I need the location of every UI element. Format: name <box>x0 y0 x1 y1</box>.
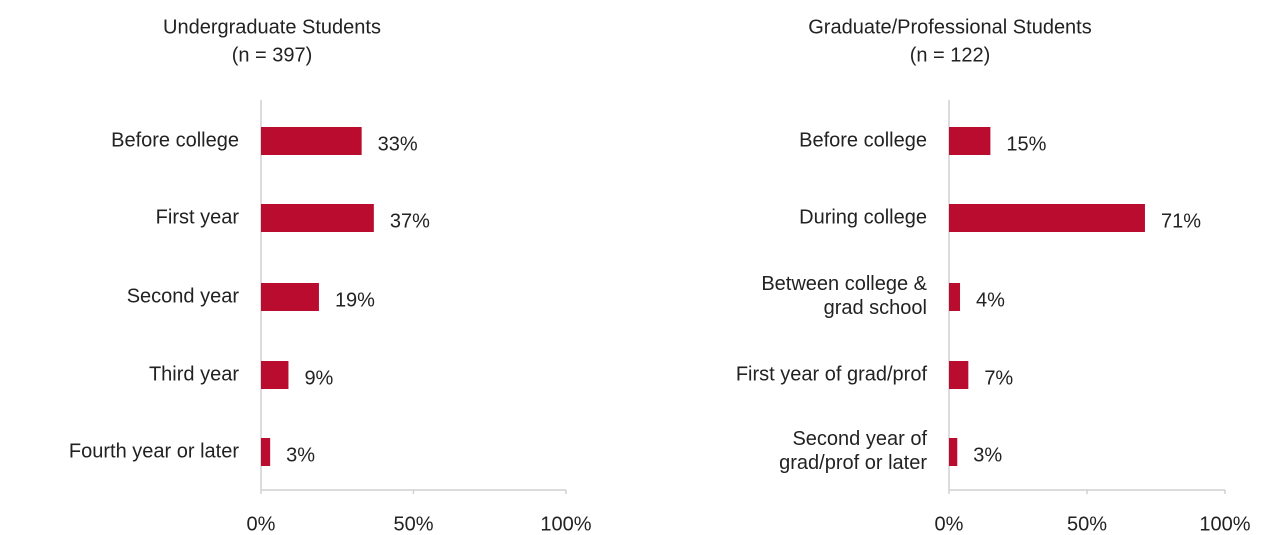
value-label: 37% <box>390 210 430 232</box>
x-tick-label: 100% <box>1199 513 1250 535</box>
x-tick-label: 0% <box>247 513 276 535</box>
bar <box>949 127 991 155</box>
x-tick-label: 100% <box>540 513 591 535</box>
bar <box>949 283 961 311</box>
category-label: Before college <box>111 129 239 151</box>
value-label: 3% <box>286 444 315 466</box>
value-label: 33% <box>378 133 418 155</box>
x-tick-label: 50% <box>393 513 433 535</box>
value-label: 19% <box>335 289 375 311</box>
category-label: Fourth year or later <box>69 440 239 462</box>
category-label: Second year of grad/prof or later <box>779 428 927 474</box>
category-label: First year of grad/prof <box>736 363 928 385</box>
bar <box>261 438 271 466</box>
category-label: Second year <box>127 285 240 307</box>
bar <box>949 361 969 389</box>
category-label: Before college <box>799 129 927 151</box>
x-tick-label: 0% <box>935 513 964 535</box>
chart-title: Graduate/Professional Students <box>808 16 1092 38</box>
bar <box>949 438 958 466</box>
chart-subtitle: (n = 122) <box>910 44 991 66</box>
bar <box>261 127 362 155</box>
bar <box>949 204 1145 232</box>
value-label: 7% <box>984 367 1013 389</box>
value-label: 71% <box>1161 210 1201 232</box>
category-label: During college <box>799 206 927 228</box>
value-label: 9% <box>304 367 333 389</box>
value-label: 15% <box>1006 133 1046 155</box>
category-label: Third year <box>149 363 239 385</box>
chart-subtitle: (n = 397) <box>232 44 313 66</box>
bar <box>261 204 374 232</box>
chart-title: Undergraduate Students <box>163 16 381 38</box>
x-tick-label: 50% <box>1067 513 1107 535</box>
value-label: 3% <box>973 444 1002 466</box>
category-label: First year <box>156 206 240 228</box>
bar <box>261 283 319 311</box>
category-label: Between college & grad school <box>761 273 927 319</box>
bar <box>261 361 289 389</box>
value-label: 4% <box>976 289 1005 311</box>
